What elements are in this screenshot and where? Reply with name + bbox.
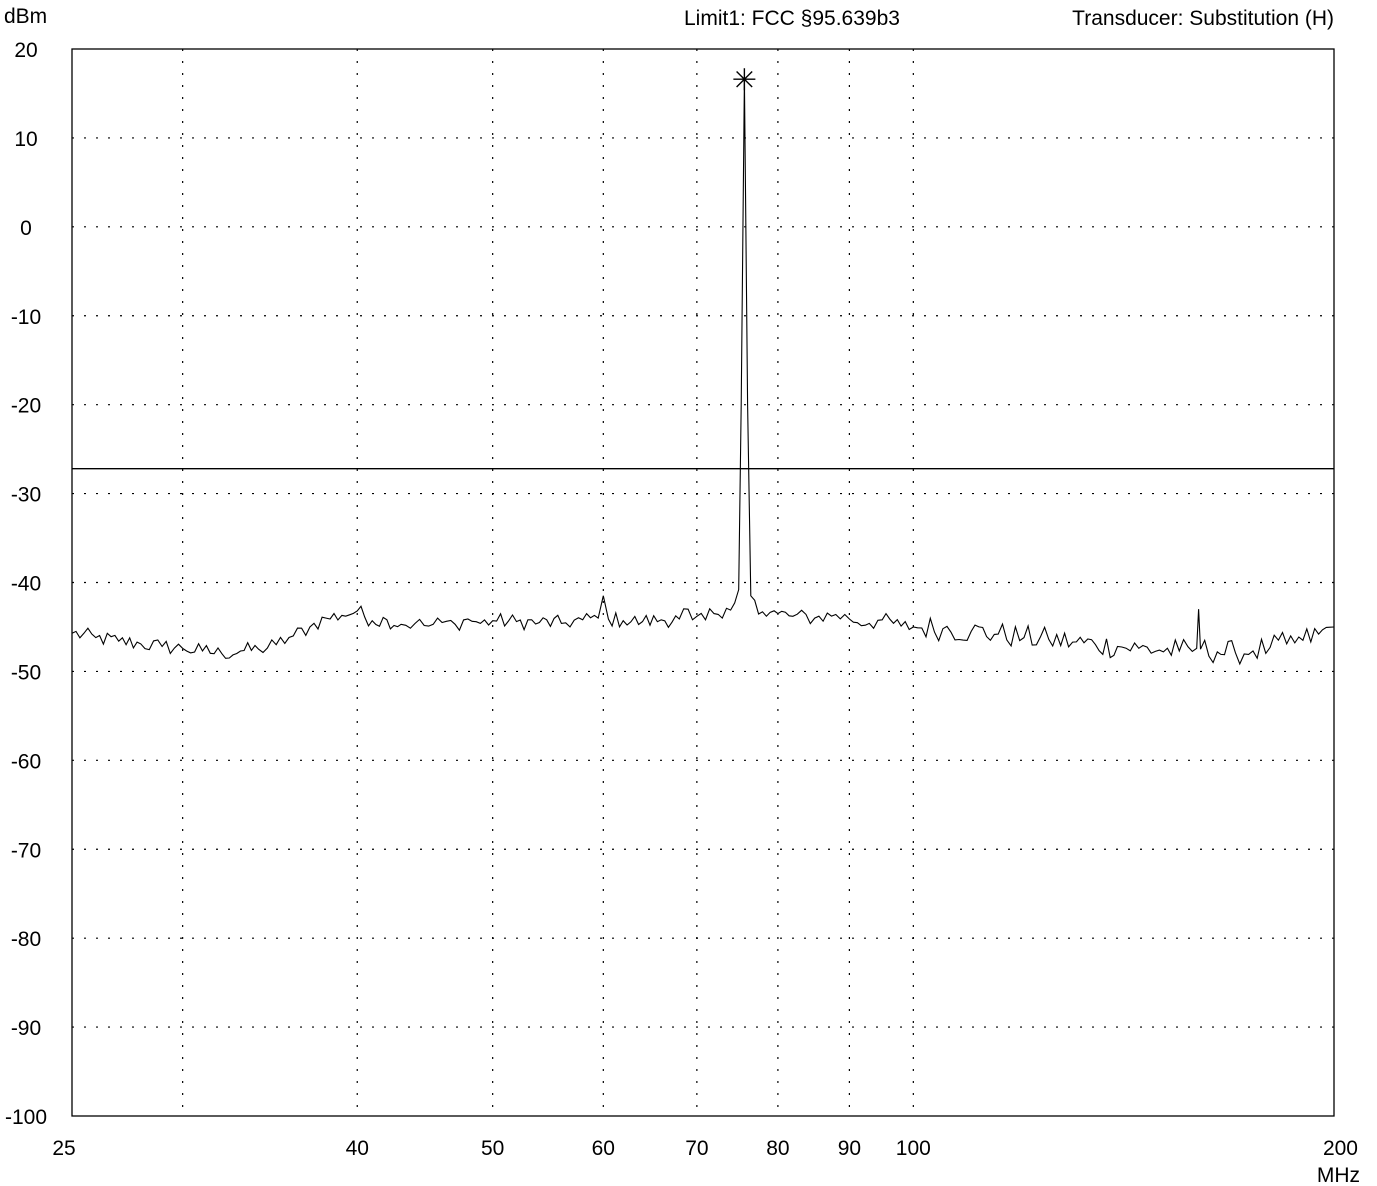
x-tick-label: 40 <box>346 1137 369 1160</box>
x-tick-label: 50 <box>481 1137 504 1160</box>
x-tick-labels: 25 40 50 60 70 80 90 100 200 <box>52 1137 1358 1160</box>
y-axis-unit: dBm <box>4 5 47 28</box>
x-tick-label: 90 <box>838 1137 861 1160</box>
y-tick-label: 10 <box>14 128 37 151</box>
marker-stroke <box>736 70 753 88</box>
y-tick-label: -20 <box>11 395 41 418</box>
y-tick-label: 0 <box>20 217 32 240</box>
limit-header: Limit1: FCC §95.639b3 <box>684 7 900 30</box>
y-tick-labels: 20 10 0 -10 -20 -30 -40 -50 -60 -70 -80 -90 -100 <box>5 39 47 1129</box>
x-tick-label: 200 <box>1323 1137 1358 1160</box>
y-tick-label: -80 <box>11 928 41 951</box>
gridlines <box>72 49 1334 1116</box>
x-axis-unit: MHz <box>1317 1164 1360 1186</box>
plot-frame <box>71 48 1335 1117</box>
y-tick-label: -90 <box>11 1017 41 1040</box>
x-tick-label: 80 <box>766 1137 789 1160</box>
y-tick-label: -10 <box>11 306 41 329</box>
peak-marker <box>733 68 756 91</box>
spectrum-trace <box>71 79 1335 666</box>
x-tick-label: 100 <box>896 1137 931 1160</box>
y-tick-label: 20 <box>14 39 37 62</box>
y-tick-label: -50 <box>11 661 41 684</box>
y-tick-label: -40 <box>11 573 41 596</box>
transducer-header: Transducer: Substitution (H) <box>1072 7 1334 30</box>
y-tick-label: -30 <box>11 484 41 507</box>
x-tick-label: 70 <box>685 1137 708 1160</box>
x-tick-label: 60 <box>592 1137 615 1160</box>
x-tick-label: 25 <box>52 1137 75 1160</box>
y-tick-label: -70 <box>11 839 41 862</box>
y-tick-label: -100 <box>5 1106 47 1129</box>
y-tick-label: -60 <box>11 750 41 773</box>
